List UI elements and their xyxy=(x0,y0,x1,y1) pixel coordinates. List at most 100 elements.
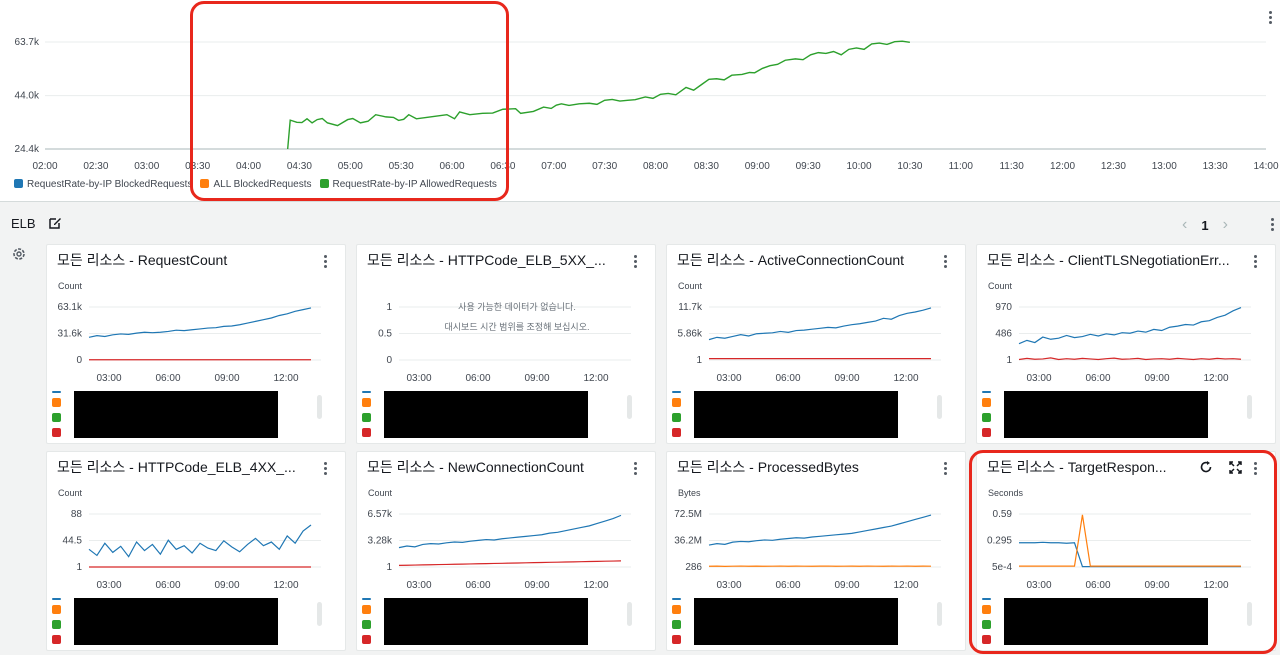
metric-card: 모든 리소스 - ProcessedBytes Bytes 72.5M 36.2M 28… xyxy=(666,451,966,651)
prev-page-button[interactable]: ‹ xyxy=(1182,216,1188,233)
top-x-tick-label: 05:30 xyxy=(389,161,414,172)
card-x-tick-label: 09:00 xyxy=(1144,580,1169,591)
card-y-tick-label: 5.86k xyxy=(678,329,703,340)
card-x-tick-label: 12:00 xyxy=(273,580,298,591)
card-unit-label: Count xyxy=(58,281,83,291)
legend-swatch-blue xyxy=(362,598,371,600)
top-x-tick-label: 12:30 xyxy=(1101,161,1126,172)
card-title[interactable]: 모든 리소스 - HTTPCode_ELB_4XX_... xyxy=(57,459,296,475)
card-x-tick-label: 06:00 xyxy=(1085,373,1110,384)
card-x-tick-label: 09:00 xyxy=(1144,373,1169,384)
card-unit-label: Count xyxy=(368,488,393,498)
legend-item-blocked-ip[interactable]: RequestRate-by-IP BlockedRequests xyxy=(14,179,192,190)
red-highlight-box-card xyxy=(969,450,1277,654)
legend-scrollbar[interactable] xyxy=(1247,395,1252,419)
card-unit-label: Count xyxy=(678,281,703,291)
expand-icon[interactable] xyxy=(1229,461,1242,474)
top-panel-menu-icon[interactable] xyxy=(1269,11,1273,26)
card-x-tick-label: 03:00 xyxy=(716,373,741,384)
metric-card: 모든 리소스 - ActiveConnectionCount Count 11.7k… xyxy=(666,244,966,444)
section-menu-icon[interactable] xyxy=(1271,218,1275,233)
top-x-tick-label: 14:00 xyxy=(1253,161,1278,172)
legend-item-all-blocked[interactable]: ALL BlockedRequests xyxy=(200,179,312,190)
card-x-tick-label: 06:00 xyxy=(155,373,180,384)
card-legend-swatches xyxy=(362,598,374,650)
top-y-tick-label: 24.4k xyxy=(15,144,40,155)
top-y-tick-label: 63.7k xyxy=(15,37,40,48)
redacted-legend-block xyxy=(1004,598,1208,645)
legend-swatch-green xyxy=(362,620,371,629)
legend-swatch-green xyxy=(982,413,991,422)
redacted-legend-block xyxy=(1004,391,1208,438)
card-title[interactable]: 모든 리소스 - HTTPCode_ELB_5XX_... xyxy=(367,252,606,268)
card-y-tick-label: 0.59 xyxy=(993,509,1013,520)
card-y-tick-label: 5e-4 xyxy=(992,562,1012,573)
top-x-tick-label: 07:30 xyxy=(592,161,617,172)
top-chart-legend: RequestRate-by-IP BlockedRequests ALL Bl… xyxy=(14,179,497,190)
legend-swatch-red xyxy=(52,635,61,644)
card-x-tick-label: 09:00 xyxy=(834,373,859,384)
next-page-button[interactable]: › xyxy=(1222,216,1228,233)
metric-card: 모든 리소스 - RequestCount Count 63.1k 31.6k 0 03:… xyxy=(46,244,346,444)
card-menu-icon[interactable] xyxy=(1254,462,1258,477)
settings-icon[interactable] xyxy=(12,247,26,261)
card-x-tick-label: 06:00 xyxy=(775,373,800,384)
card-x-tick-label: 03:00 xyxy=(406,373,431,384)
top-metric-panel: 63.7k 44.0k 24.4k 02:00 02:30 03:00 03:30 04:00… xyxy=(0,0,1280,202)
top-line-chart: 63.7k 44.0k 24.4k 02:00 02:30 03:00 03:30 04:00… xyxy=(15,37,1279,172)
card-menu-icon[interactable] xyxy=(324,255,328,270)
top-x-tick-label: 13:30 xyxy=(1203,161,1228,172)
refresh-icon[interactable] xyxy=(1199,460,1213,474)
legend-swatch-blue xyxy=(982,391,991,393)
top-x-tick-label: 12:00 xyxy=(1050,161,1075,172)
legend-swatch-orange xyxy=(672,605,681,614)
card-unit-label: Seconds xyxy=(988,488,1024,498)
card-title[interactable]: 모든 리소스 - ActiveConnectionCount xyxy=(677,252,905,268)
legend-swatch-orange xyxy=(52,605,61,614)
legend-scrollbar[interactable] xyxy=(317,395,322,419)
redacted-legend-block xyxy=(74,598,278,645)
metric-card: 모든 리소스 - NewConnectionCount Count 6.57k 3.2… xyxy=(356,451,656,651)
card-x-tick-label: 06:00 xyxy=(465,580,490,591)
card-menu-icon[interactable] xyxy=(944,255,948,270)
redacted-legend-block xyxy=(694,391,898,438)
card-y-tick-label: 1 xyxy=(1006,355,1012,366)
card-series-line xyxy=(708,307,932,341)
card-y-tick-label: 486 xyxy=(995,329,1012,340)
card-x-tick-label: 06:00 xyxy=(1085,580,1110,591)
card-x-tick-label: 12:00 xyxy=(893,580,918,591)
card-menu-icon[interactable] xyxy=(634,462,638,477)
card-title[interactable]: 모든 리소스 - ClientTLSNegotiationErr... xyxy=(987,252,1230,268)
legend-scrollbar[interactable] xyxy=(1247,602,1252,626)
top-x-tick-label: 13:00 xyxy=(1152,161,1177,172)
card-series-line xyxy=(88,307,312,338)
card-menu-icon[interactable] xyxy=(944,462,948,477)
card-title[interactable]: 모든 리소스 - ProcessedBytes xyxy=(677,459,859,475)
legend-swatch-green xyxy=(52,413,61,422)
legend-scrollbar[interactable] xyxy=(627,602,632,626)
card-menu-icon[interactable] xyxy=(634,255,638,270)
legend-scrollbar[interactable] xyxy=(317,602,322,626)
card-menu-icon[interactable] xyxy=(1254,255,1258,270)
card-y-tick-label: 11.7k xyxy=(678,302,703,313)
legend-item-allowed-ip[interactable]: RequestRate-by-IP AllowedRequests xyxy=(319,179,497,190)
top-x-tick-label: 04:00 xyxy=(236,161,261,172)
top-x-tick-label: 11:00 xyxy=(949,161,974,172)
legend-scrollbar[interactable] xyxy=(937,395,942,419)
legend-scrollbar[interactable] xyxy=(937,602,942,626)
card-x-tick-label: 03:00 xyxy=(1026,373,1051,384)
card-y-tick-label: 0.5 xyxy=(378,329,392,340)
edit-icon[interactable] xyxy=(48,216,62,230)
card-y-tick-label: 0 xyxy=(386,355,392,366)
card-title[interactable]: 모든 리소스 - RequestCount xyxy=(57,252,228,268)
legend-scrollbar[interactable] xyxy=(627,395,632,419)
card-y-tick-label: 72.5M xyxy=(674,509,702,520)
legend-swatch-orange xyxy=(362,605,371,614)
card-line-chart: 0.59 0.295 5e-4 03:00 06:00 09:00 12:00 xyxy=(987,509,1251,591)
card-legend-swatches xyxy=(52,391,64,443)
card-x-tick-label: 03:00 xyxy=(96,580,121,591)
card-menu-icon[interactable] xyxy=(324,462,328,477)
legend-swatch-orange xyxy=(982,605,991,614)
card-series-line xyxy=(708,514,932,546)
card-title[interactable]: 모든 리소스 - NewConnectionCount xyxy=(367,459,584,475)
